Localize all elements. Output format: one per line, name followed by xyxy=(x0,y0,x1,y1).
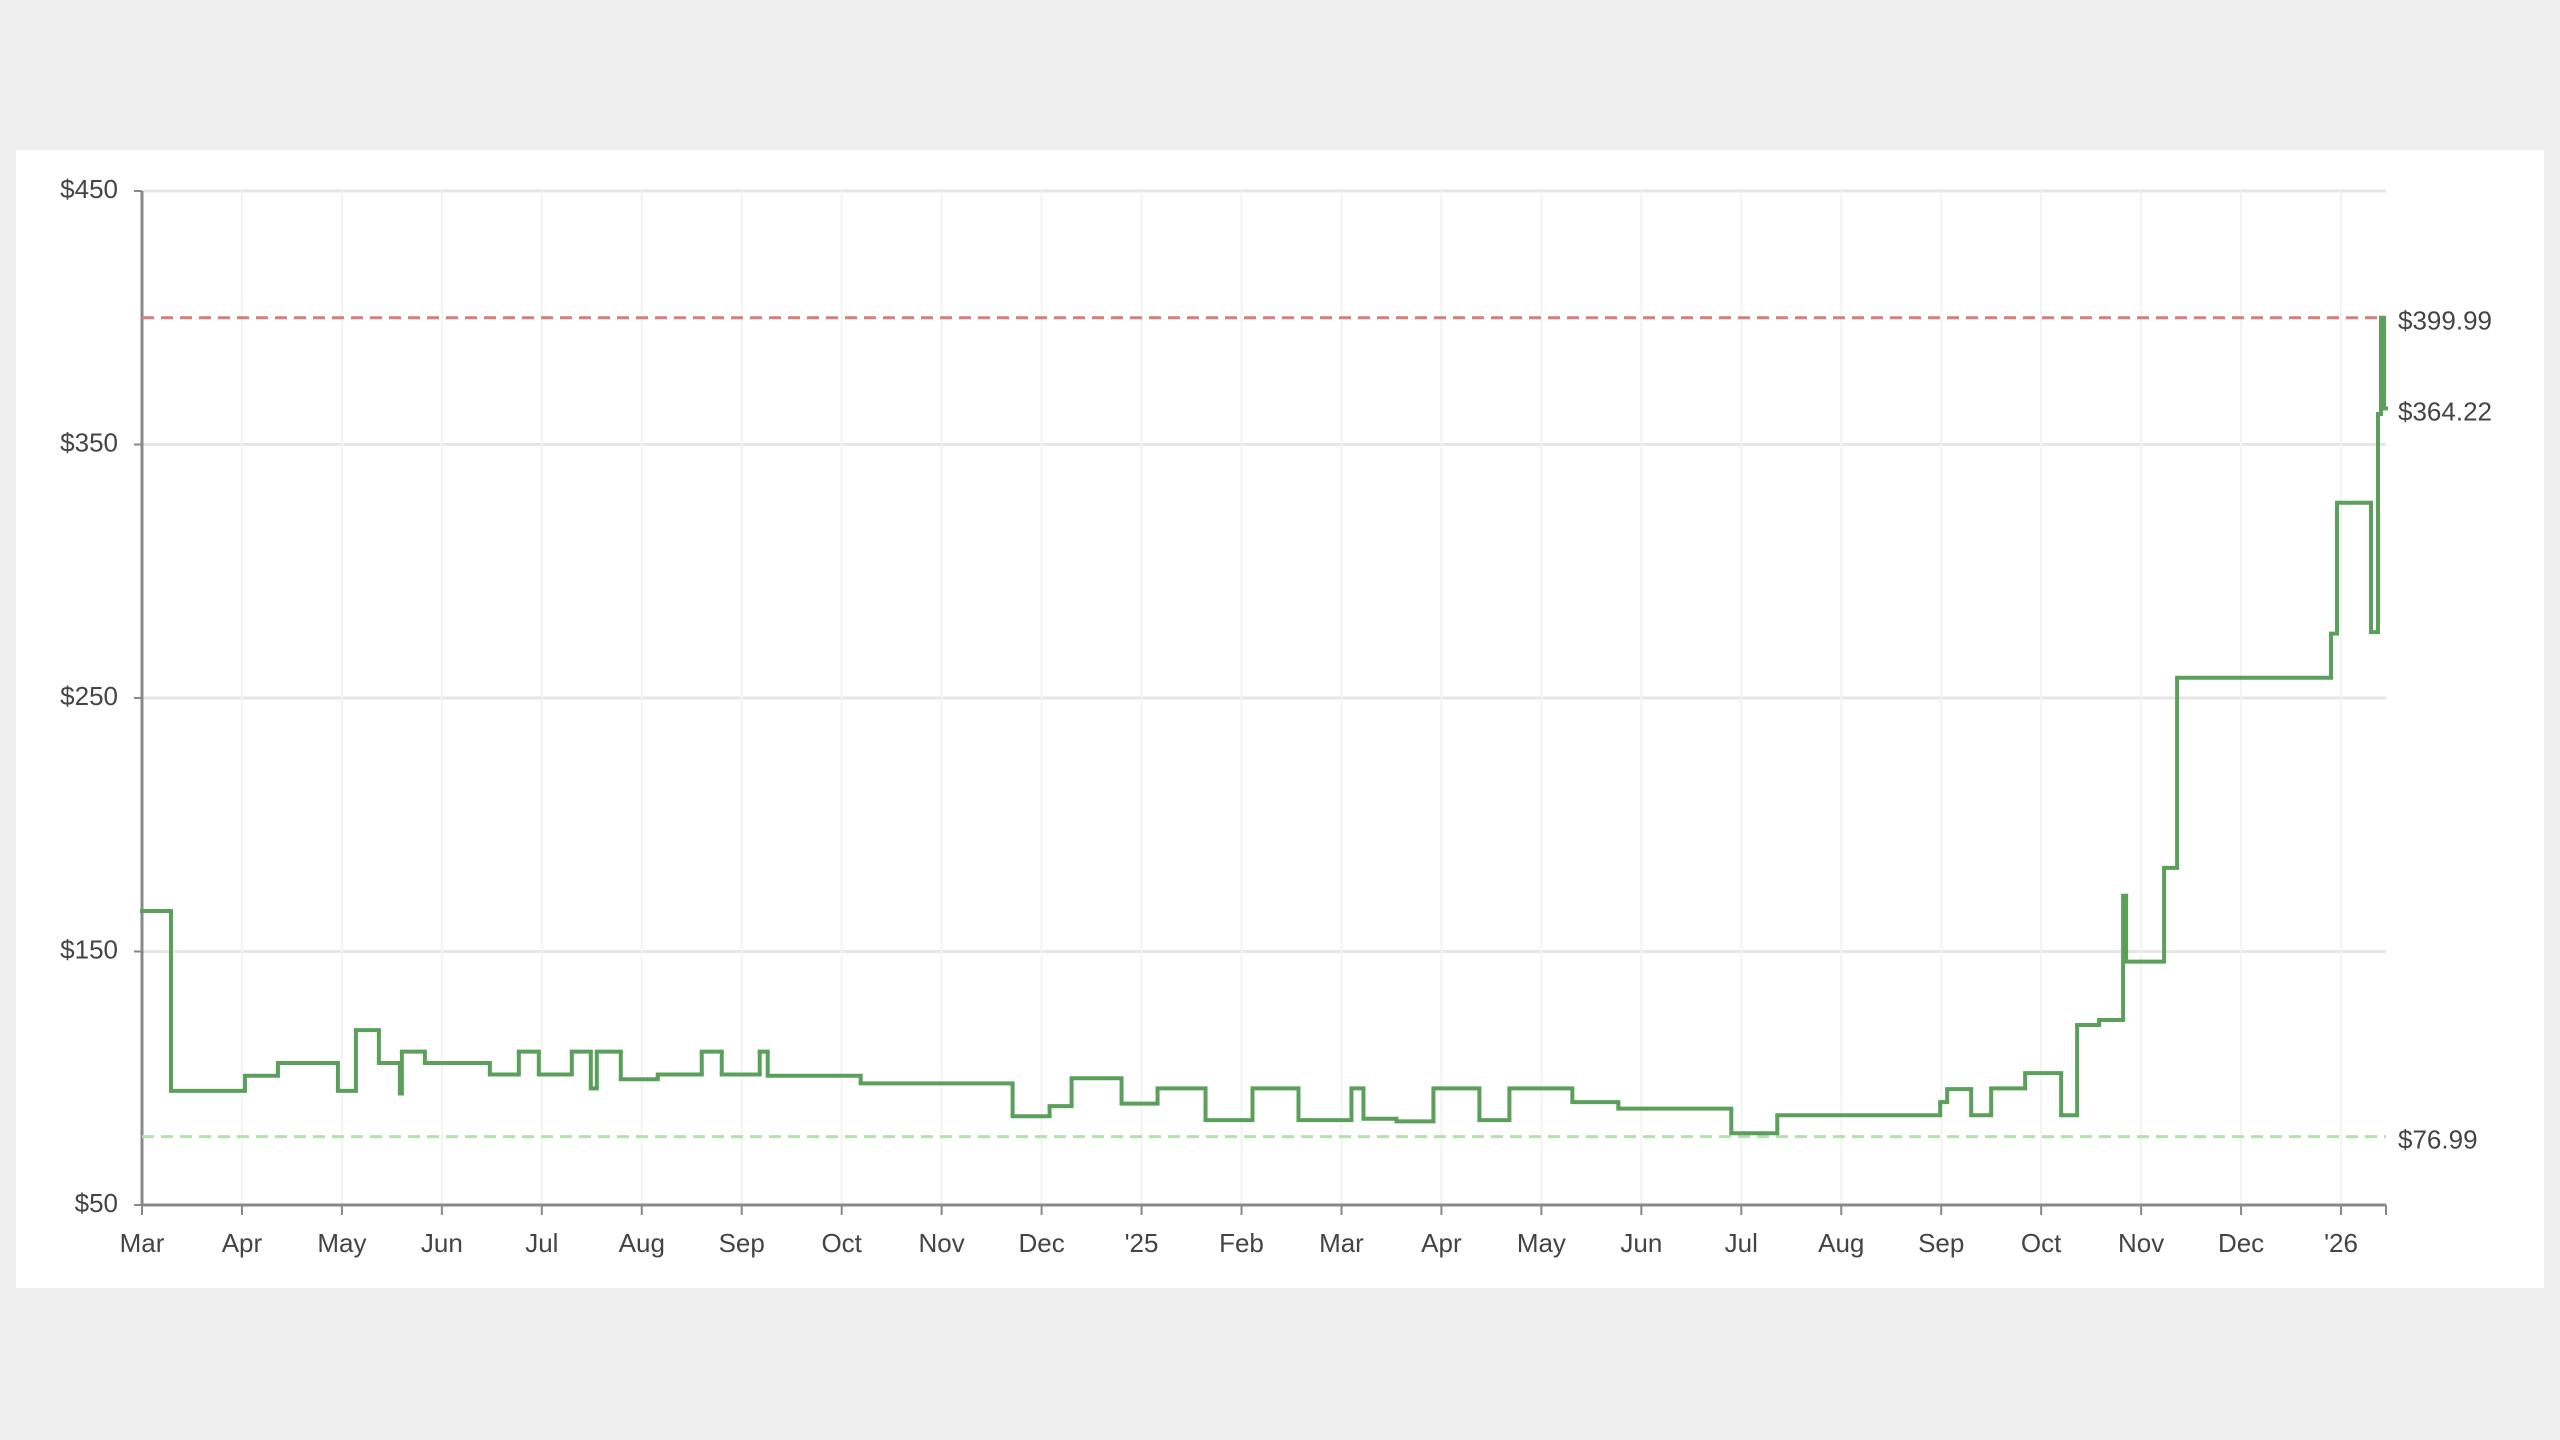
x-tick-label: May xyxy=(1517,1228,1566,1258)
x-tick-label: May xyxy=(317,1228,366,1258)
y-tick-label: $350 xyxy=(60,427,118,457)
x-tick-label: Apr xyxy=(222,1228,263,1258)
reference-label: $364.22 xyxy=(2398,396,2492,426)
x-tick-label: Dec xyxy=(2218,1228,2264,1258)
x-tick-label: '25 xyxy=(1125,1228,1159,1258)
x-tick-label: Jun xyxy=(1620,1228,1662,1258)
x-tick-label: Apr xyxy=(1421,1228,1462,1258)
x-tick-label: Jun xyxy=(421,1228,463,1258)
x-tick-label: Mar xyxy=(120,1228,165,1258)
x-tick-label: Oct xyxy=(2021,1228,2062,1258)
chart-card xyxy=(16,150,2544,1288)
reference-label: $399.99 xyxy=(2398,306,2492,336)
x-tick-label: Feb xyxy=(1219,1228,1264,1258)
x-tick-label: Oct xyxy=(821,1228,862,1258)
x-tick-label: '26 xyxy=(2324,1228,2358,1258)
y-tick-label: $250 xyxy=(60,681,118,711)
x-tick-label: Aug xyxy=(1818,1228,1864,1258)
y-tick-label: $50 xyxy=(75,1188,118,1218)
x-tick-label: Jul xyxy=(525,1228,558,1258)
y-tick-label: $450 xyxy=(60,174,118,204)
x-tick-label: Nov xyxy=(919,1228,965,1258)
x-tick-label: Sep xyxy=(1918,1228,1964,1258)
y-tick-label: $150 xyxy=(60,934,118,964)
x-tick-label: Aug xyxy=(619,1228,665,1258)
x-tick-label: Nov xyxy=(2118,1228,2164,1258)
x-tick-label: Mar xyxy=(1319,1228,1364,1258)
reference-label: $76.99 xyxy=(2398,1124,2478,1154)
x-tick-label: Jul xyxy=(1725,1228,1758,1258)
x-tick-label: Dec xyxy=(1018,1228,1064,1258)
x-tick-label: Sep xyxy=(719,1228,765,1258)
